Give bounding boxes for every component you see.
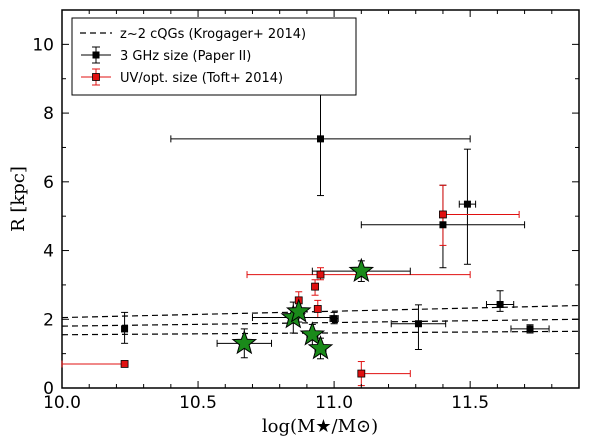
green-star-marker	[348, 257, 375, 283]
krogager-dashed-line	[61, 330, 580, 336]
green-star-marker	[231, 329, 258, 355]
green-star-marker	[299, 321, 326, 346]
green-star-marker	[307, 335, 334, 360]
red-square-marker	[120, 360, 129, 368]
y-tick-label: 10	[32, 35, 54, 55]
legend-label-toft: UV/opt. size (Toft+ 2014)	[120, 71, 283, 86]
legend-label-krogager: z~2 cQGs (Krogager+ 2014)	[120, 27, 306, 42]
ticks-layer: 10.0 10.5 11.0 11.5 0 2 4 6 8 10	[32, 10, 579, 413]
y-axis-label: R [kpc]	[8, 166, 29, 232]
red-square-marker	[439, 210, 447, 219]
y-tick-label: 4	[43, 242, 54, 262]
markers-layer	[120, 135, 534, 378]
red-square-marker	[313, 305, 322, 313]
black-square-marker	[439, 221, 447, 229]
x-axis-label: log(M★/M⊙)	[262, 416, 378, 437]
y-tick-label: 8	[43, 104, 54, 124]
x-tick-label: 10.0	[43, 393, 81, 413]
black-square-marker	[526, 325, 534, 333]
legend-black-symbol	[81, 46, 111, 64]
legend: z~2 cQGs (Krogager+ 2014) 3 GHz size (Pa…	[71, 17, 357, 96]
dashed-lines-layer	[61, 304, 580, 336]
krogager-dashed-line	[61, 318, 580, 327]
x-tick-label: 10.5	[179, 393, 217, 413]
black-square-marker	[330, 315, 338, 323]
black-square-marker	[414, 320, 422, 328]
legend-box	[71, 17, 357, 96]
red-square-marker	[316, 270, 325, 279]
red-square-marker	[311, 282, 319, 291]
x-tick-label: 11.5	[451, 393, 489, 413]
black-square-marker	[463, 200, 471, 208]
legend-label-3ghz: 3 GHz size (Paper II)	[120, 49, 251, 64]
legend-red-symbol	[81, 68, 111, 86]
krogager-dashed-line	[61, 304, 580, 319]
red-square-marker	[357, 369, 366, 378]
errorbars-layer	[61, 76, 550, 387]
plot-frame	[61, 9, 580, 389]
black-square-marker	[317, 135, 324, 143]
y-tick-label: 6	[43, 173, 54, 193]
y-tick-label: 0	[43, 379, 54, 399]
x-tick-label: 11.0	[315, 393, 353, 413]
black-square-marker	[496, 300, 504, 308]
y-tick-label: 2	[43, 310, 54, 330]
black-square-marker	[121, 325, 129, 333]
green-star-marker	[285, 298, 312, 323]
